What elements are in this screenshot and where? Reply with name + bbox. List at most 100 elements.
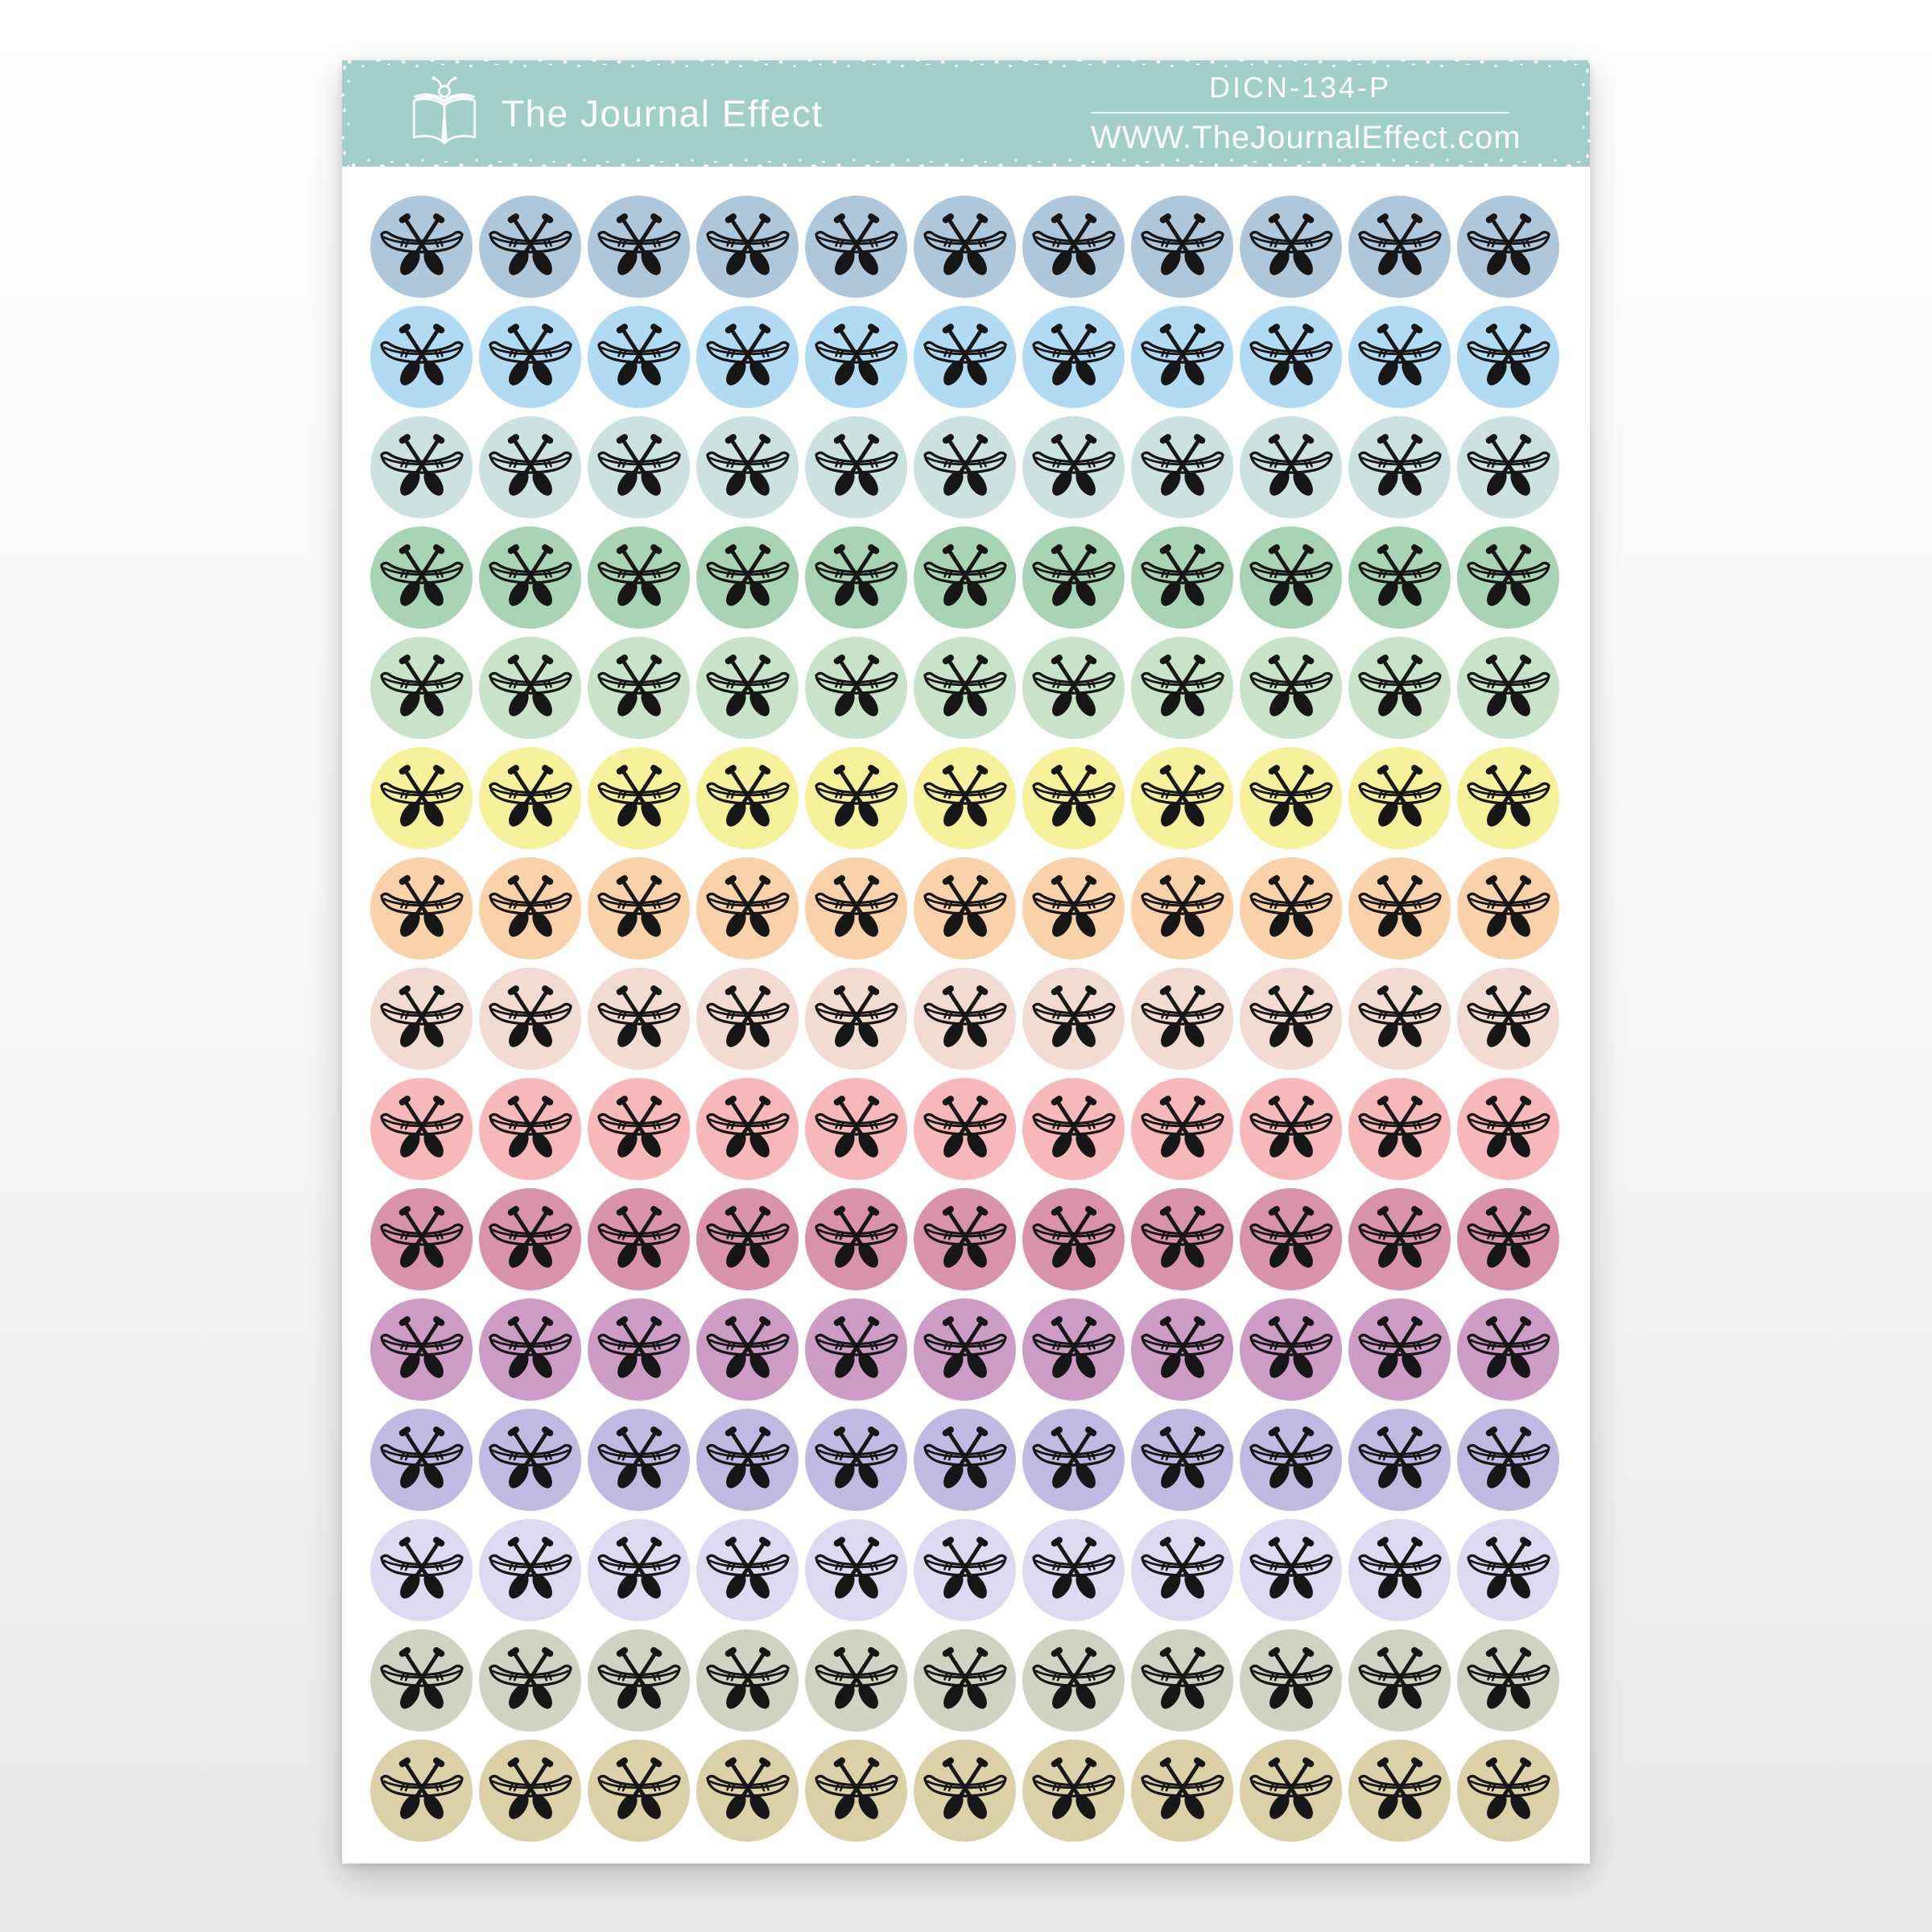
canoe-crossed-paddles-icon [1247, 1085, 1335, 1174]
sticker-pale-aqua-r3-c11 [1457, 416, 1559, 518]
canoe-crossed-paddles-icon [1247, 644, 1335, 733]
canoe-crossed-paddles-icon [1464, 1306, 1553, 1394]
canoe-crossed-paddles-icon [1247, 754, 1335, 843]
sticker-taupe-r14-c9 [1240, 1629, 1342, 1732]
canoe-crossed-paddles-icon [378, 1306, 466, 1394]
canoe-crossed-paddles-icon [1030, 534, 1118, 622]
canoe-crossed-paddles-icon [1464, 203, 1553, 291]
sticker-green-r4-c10 [1348, 526, 1451, 629]
sticker-peach-r7-c8 [1131, 857, 1233, 960]
torn-edge-left-decoration [341, 60, 352, 167]
canoe-crossed-paddles-icon [704, 203, 792, 291]
canoe-crossed-paddles-icon [595, 534, 683, 622]
sticker-blush-r8-c5 [805, 968, 907, 1070]
canoe-crossed-paddles-icon [921, 423, 1009, 512]
sticker-taupe-r14-c2 [479, 1629, 581, 1732]
sticker-khaki-r15-c2 [479, 1740, 581, 1842]
sticker-salmon-r9-c9 [1240, 1078, 1342, 1180]
canoe-crossed-paddles-icon [1138, 1416, 1227, 1505]
sticker-sky-blue-r2-c4 [696, 306, 799, 408]
canoe-crossed-paddles-icon [704, 1306, 792, 1394]
sticker-rose-r10-c3 [588, 1188, 690, 1290]
sticker-salmon-r9-c5 [805, 1078, 907, 1180]
sticker-salmon-r9-c10 [1348, 1078, 1451, 1180]
sticker-sky-blue-r2-c11 [1457, 306, 1559, 408]
sticker-pale-green-r5-c1 [370, 637, 473, 739]
canoe-crossed-paddles-icon [486, 423, 575, 512]
canoe-crossed-paddles-icon [1030, 644, 1118, 733]
sticker-green-r4-c8 [1131, 526, 1233, 629]
canoe-crossed-paddles-icon [1356, 644, 1444, 733]
canoe-crossed-paddles-icon [1356, 1195, 1444, 1284]
sticker-steel-blue-r1-c9 [1240, 196, 1342, 298]
sticker-taupe-r14-c3 [588, 1629, 690, 1732]
sticker-sky-blue-r2-c10 [1348, 306, 1451, 408]
sticker-khaki-r15-c10 [1348, 1740, 1451, 1842]
sticker-yellow-r6-c4 [696, 747, 799, 849]
canoe-crossed-paddles-icon [378, 865, 466, 953]
sticker-yellow-r6-c6 [914, 747, 1016, 849]
canoe-crossed-paddles-icon [378, 644, 466, 733]
sticker-yellow-r6-c3 [588, 747, 690, 849]
canoe-crossed-paddles-icon [921, 1747, 1009, 1835]
sticker-pale-aqua-r3-c8 [1131, 416, 1233, 518]
canoe-crossed-paddles-icon [378, 313, 466, 402]
canoe-crossed-paddles-icon [704, 1747, 792, 1835]
canoe-crossed-paddles-icon [1138, 975, 1227, 1063]
canoe-crossed-paddles-icon [486, 1526, 575, 1615]
sticker-pale-lavender-r13-c7 [1022, 1519, 1125, 1621]
sticker-salmon-r9-c11 [1457, 1078, 1559, 1180]
canoe-crossed-paddles-icon [812, 975, 901, 1063]
sticker-blush-r8-c2 [479, 968, 581, 1070]
canoe-crossed-paddles-icon [378, 1526, 466, 1615]
sticker-orchid-r11-c9 [1240, 1298, 1342, 1401]
canoe-crossed-paddles-icon [1356, 203, 1444, 291]
sticker-orchid-r11-c10 [1348, 1298, 1451, 1401]
sticker-periwinkle-r12-c8 [1131, 1409, 1233, 1511]
sticker-pale-aqua-r3-c3 [588, 416, 690, 518]
sticker-yellow-r6-c5 [805, 747, 907, 849]
canoe-crossed-paddles-icon [921, 1306, 1009, 1394]
sticker-sky-blue-r2-c8 [1131, 306, 1233, 408]
canoe-crossed-paddles-icon [921, 975, 1009, 1063]
sticker-orchid-r11-c7 [1022, 1298, 1125, 1401]
sticker-pale-aqua-r3-c1 [370, 416, 473, 518]
canoe-crossed-paddles-icon [1356, 1526, 1444, 1615]
sticker-green-r4-c4 [696, 526, 799, 629]
canoe-crossed-paddles-icon [1356, 1637, 1444, 1725]
sticker-pale-green-r5-c10 [1348, 637, 1451, 739]
sticker-blush-r8-c6 [914, 968, 1016, 1070]
sticker-sky-blue-r2-c2 [479, 306, 581, 408]
sticker-pale-lavender-r13-c4 [696, 1519, 799, 1621]
canoe-crossed-paddles-icon [1356, 534, 1444, 622]
sticker-yellow-r6-c7 [1022, 747, 1125, 849]
canoe-crossed-paddles-icon [921, 1085, 1009, 1174]
sticker-steel-blue-r1-c10 [1348, 196, 1451, 298]
canoe-crossed-paddles-icon [1138, 1747, 1227, 1835]
sticker-periwinkle-r12-c3 [588, 1409, 690, 1511]
canoe-crossed-paddles-icon [921, 644, 1009, 733]
canoe-crossed-paddles-icon [1138, 313, 1227, 402]
canoe-crossed-paddles-icon [1030, 975, 1118, 1063]
canoe-crossed-paddles-icon [1464, 865, 1553, 953]
sticker-steel-blue-r1-c4 [696, 196, 799, 298]
canoe-crossed-paddles-icon [378, 1637, 466, 1725]
website-url: WWW.TheJournalEffect.com [1091, 120, 1521, 155]
canoe-crossed-paddles-icon [1464, 313, 1553, 402]
canoe-crossed-paddles-icon [1356, 1747, 1444, 1835]
canoe-crossed-paddles-icon [1247, 313, 1335, 402]
sticker-sky-blue-r2-c5 [805, 306, 907, 408]
canoe-crossed-paddles-icon [1356, 1416, 1444, 1505]
sticker-green-r4-c1 [370, 526, 473, 629]
sticker-peach-r7-c5 [805, 857, 907, 960]
sticker-taupe-r14-c6 [914, 1629, 1016, 1732]
canoe-crossed-paddles-icon [1138, 865, 1227, 953]
sticker-peach-r7-c3 [588, 857, 690, 960]
brand-name: The Journal Effect [502, 93, 824, 134]
sticker-steel-blue-r1-c7 [1022, 196, 1125, 298]
header-band: The Journal Effect DICN-134-P WWW.TheJou… [341, 58, 1591, 169]
sticker-periwinkle-r12-c7 [1022, 1409, 1125, 1511]
sticker-khaki-r15-c6 [914, 1740, 1016, 1842]
sticker-khaki-r15-c5 [805, 1740, 907, 1842]
sticker-sky-blue-r2-c9 [1240, 306, 1342, 408]
